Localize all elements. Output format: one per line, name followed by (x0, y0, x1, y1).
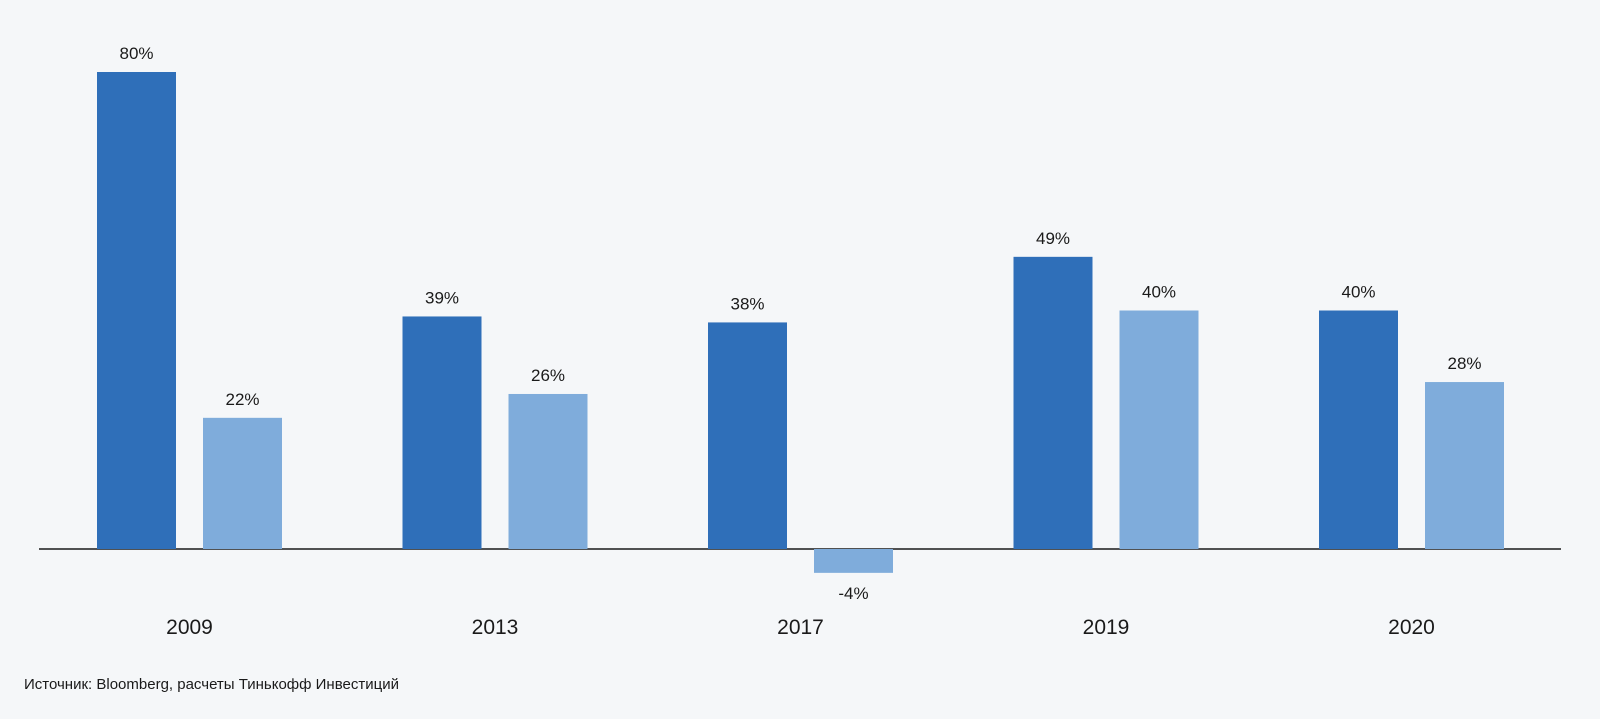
data-label-2019-series-1: 49% (1036, 229, 1070, 248)
bar-2017-series-2 (814, 549, 893, 573)
bar-2019-series-2 (1119, 310, 1199, 549)
data-label-2019-series-2: 40% (1142, 283, 1176, 302)
bar-2017-series-1 (708, 322, 787, 549)
data-label-2020-series-1: 40% (1341, 283, 1375, 302)
bar-2020-series-2 (1425, 382, 1504, 549)
value-labels-layer: 80% 22% 39% 26% 38% -4% 49% 40% 40% 28% (119, 44, 1481, 603)
data-label-2009-series-2: 22% (225, 390, 259, 409)
bar-2013-series-2 (508, 393, 588, 549)
data-label-2009-series-1: 80% (119, 44, 153, 63)
data-label-2013-series-2: 26% (531, 366, 565, 385)
x-tick-label-2009: 2009 (166, 616, 213, 639)
data-label-2017-series-2: -4% (838, 584, 868, 603)
bar-2019-series-1 (1013, 256, 1093, 549)
data-label-2020-series-2: 28% (1447, 354, 1481, 373)
x-tick-label-2019: 2019 (1083, 616, 1130, 639)
bar-2013-series-1 (402, 316, 482, 549)
source-note: Источник: Bloomberg, расчеты Тинькофф Ин… (24, 676, 399, 693)
x-tick-label-2013: 2013 (472, 616, 519, 639)
data-label-2017-series-1: 38% (730, 294, 764, 313)
bar-2009-series-1 (97, 72, 176, 549)
x-tick-label-2017: 2017 (777, 616, 824, 639)
data-label-2013-series-1: 39% (425, 288, 459, 307)
bar-2020-series-1 (1319, 310, 1398, 549)
bars-layer (97, 72, 1504, 573)
x-tick-label-2020: 2020 (1388, 616, 1435, 639)
bar-2009-series-2 (203, 417, 282, 549)
x-tick-labels-layer: 2009 2013 2017 2019 2020 (166, 616, 1435, 639)
